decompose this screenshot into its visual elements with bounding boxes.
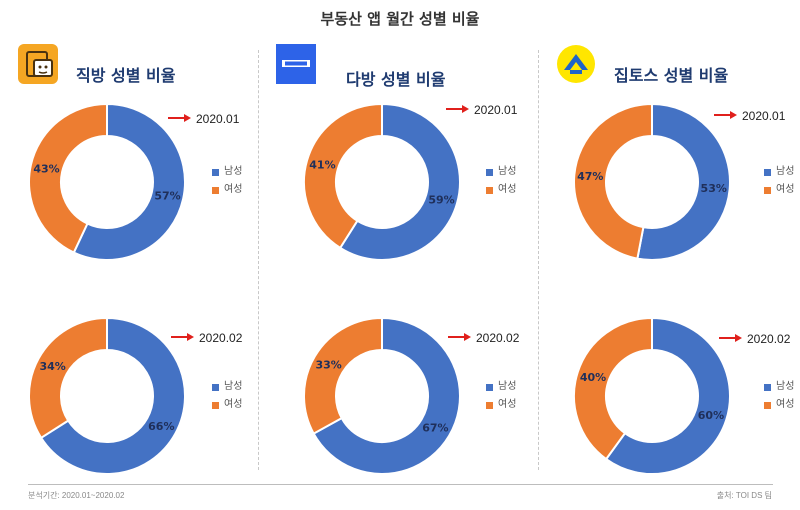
column-divider xyxy=(538,50,539,470)
slice-data-label: 47% xyxy=(577,170,603,183)
donut-chart: 67% 33% xyxy=(303,316,461,475)
legend-swatch xyxy=(212,186,219,194)
period-label: 2020.01 xyxy=(196,112,240,126)
legend-swatch xyxy=(764,383,771,391)
slice-female xyxy=(573,316,653,461)
legend-swatch xyxy=(212,383,219,391)
slice-female xyxy=(28,316,108,440)
donut-chart: 66% 34% xyxy=(28,316,186,475)
legend-swatch xyxy=(486,401,493,409)
red-arrow-icon xyxy=(171,333,194,341)
legend-swatch xyxy=(764,186,771,194)
legend-entry: 여성 xyxy=(764,396,794,414)
legend-label: 여성 xyxy=(776,184,795,195)
legend-label: 남성 xyxy=(224,381,243,392)
legend-swatch xyxy=(764,168,771,176)
footer-period: 분석기간: 2020.01~2020.02 xyxy=(28,491,125,500)
footer-divider xyxy=(28,484,773,485)
period-label: 2020.02 xyxy=(747,332,791,346)
legend-label: 남성 xyxy=(776,381,795,392)
legend-entry: 여성 xyxy=(486,396,516,414)
legend-label: 여성 xyxy=(224,184,243,195)
legend-label: 여성 xyxy=(224,399,243,410)
donut-chart: 57% 43% xyxy=(28,102,186,261)
legend-entry: 남성 xyxy=(212,378,242,396)
slice-male xyxy=(72,102,186,261)
legend-swatch xyxy=(764,401,771,409)
legend-entry: 남성 xyxy=(764,163,794,181)
slice-female xyxy=(303,102,383,250)
slice-data-label: 67% xyxy=(422,422,448,435)
legend-entry: 남성 xyxy=(486,163,516,181)
slice-female xyxy=(28,102,108,254)
period-label: 2020.02 xyxy=(199,331,243,345)
legend-label: 여성 xyxy=(776,399,795,410)
slice-female xyxy=(303,316,383,435)
slice-male xyxy=(604,316,731,475)
slice-data-label: 66% xyxy=(148,420,174,433)
red-arrow-icon xyxy=(719,334,742,342)
slice-data-label: 41% xyxy=(309,159,335,172)
legend-label: 남성 xyxy=(776,166,795,177)
red-arrow-icon xyxy=(714,111,737,119)
red-arrow-icon xyxy=(446,105,469,113)
slice-data-label: 33% xyxy=(315,358,341,371)
chart-title: 부동산 앱 월간 성별 비율 xyxy=(320,10,480,28)
slice-data-label: 34% xyxy=(39,360,65,373)
slice-male xyxy=(338,102,461,261)
legend-entry: 여성 xyxy=(212,181,242,199)
donut-chart: 53% 47% xyxy=(573,102,732,261)
period-label: 2020.02 xyxy=(476,331,520,345)
slice-data-label: 53% xyxy=(701,182,727,195)
app-name-dabang: 다방 성별 비율 xyxy=(346,70,446,89)
red-arrow-icon xyxy=(448,333,471,341)
legend-swatch xyxy=(212,168,219,176)
legend-label: 여성 xyxy=(498,399,517,410)
slice-data-label: 57% xyxy=(154,190,180,203)
donut-chart: 59% 41% xyxy=(303,102,461,261)
footer-source: 출처: TOI DS 팀 xyxy=(716,491,772,500)
app-name-zigbang: 직방 성별 비율 xyxy=(76,66,176,85)
legend-label: 남성 xyxy=(498,166,517,177)
legend-label: 남성 xyxy=(498,381,517,392)
donut-chart: 60% 40% xyxy=(573,316,731,475)
period-label: 2020.01 xyxy=(742,109,786,123)
slice-data-label: 40% xyxy=(580,371,606,384)
red-arrow-icon xyxy=(168,114,191,122)
legend-entry: 남성 xyxy=(764,378,794,396)
app-name-ziptoss: 집토스 성별 비율 xyxy=(614,66,729,85)
zigbang-logo xyxy=(18,44,58,84)
legend-entry: 여성 xyxy=(764,181,794,199)
legend-entry: 남성 xyxy=(212,163,242,181)
dabang-logo xyxy=(276,44,316,84)
slice-female xyxy=(573,102,653,260)
legend-entry: 여성 xyxy=(212,396,242,414)
legend-swatch xyxy=(486,383,493,391)
legend-label: 남성 xyxy=(224,166,243,177)
slice-data-label: 43% xyxy=(33,162,59,175)
ziptoss-logo xyxy=(556,44,596,84)
slice-data-label: 60% xyxy=(698,409,724,422)
legend-label: 여성 xyxy=(498,184,517,195)
slice-male xyxy=(39,316,186,475)
legend-swatch xyxy=(486,168,493,176)
slice-male xyxy=(636,102,732,261)
column-divider xyxy=(258,50,259,470)
period-label: 2020.01 xyxy=(474,103,518,117)
slice-data-label: 59% xyxy=(428,193,454,206)
legend-entry: 남성 xyxy=(486,378,516,396)
legend-swatch xyxy=(212,401,219,409)
slice-male xyxy=(312,316,461,475)
legend-swatch xyxy=(486,186,493,194)
legend-entry: 여성 xyxy=(486,181,516,199)
